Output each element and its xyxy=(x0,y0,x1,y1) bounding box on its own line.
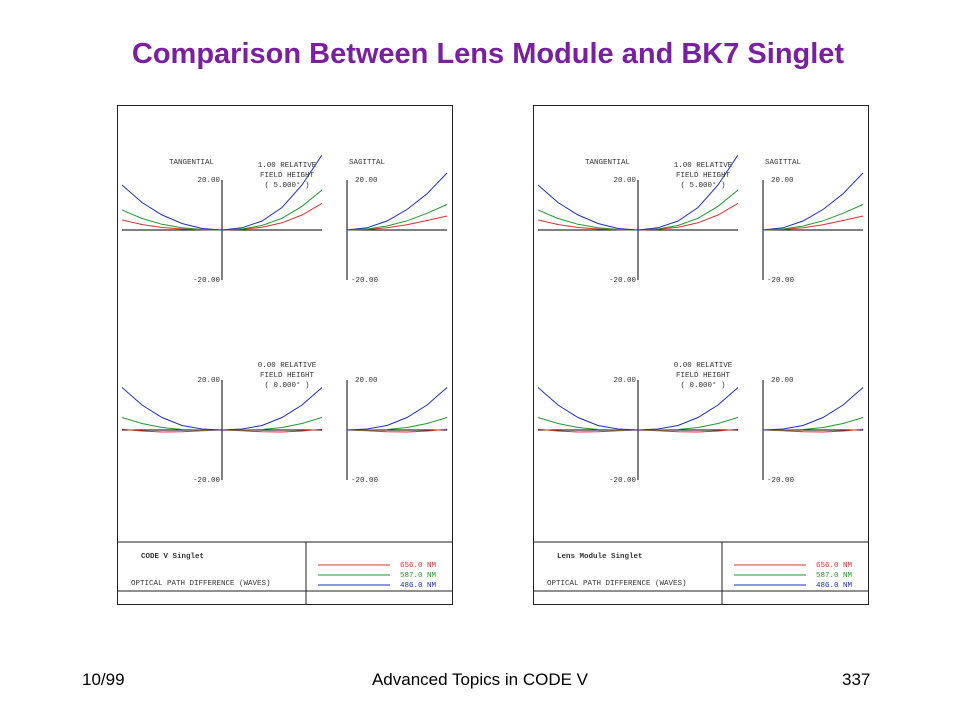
tangential-ytick-bottom: -20.00 xyxy=(609,277,637,285)
field-plot-0: TANGENTIAL SAGITTAL 20.00 -20.00 20.00 -20.00… xyxy=(538,154,864,285)
tangential-ytick-bottom: -20.00 xyxy=(609,477,637,485)
footer-date: 10/99 xyxy=(82,670,125,689)
lens-name: CODE V Singlet xyxy=(141,553,204,561)
field-label-line-1: FIELD HEIGHT xyxy=(260,172,315,180)
sagittal-ytick-top: 20.00 xyxy=(355,377,378,385)
sagittal-series-5870nm xyxy=(763,417,864,431)
sagittal-ytick-top: 20.00 xyxy=(355,177,378,185)
legend-label-4860nm: 486.0 NM xyxy=(816,582,853,590)
legend-label-6560nm: 656.0 NM xyxy=(816,562,853,570)
tangential-series-4860nm xyxy=(122,154,322,231)
sagittal-ytick-bottom: -20.00 xyxy=(351,277,379,285)
slide-title: Comparison Between Lens Module and BK7 S… xyxy=(131,38,845,70)
field-label-line-0: 1.00 RELATIVE xyxy=(258,162,317,170)
opd-caption: OPTICAL PATH DIFFERENCE (WAVES) xyxy=(131,580,271,588)
field-label-line-2: ( 5.000° ) xyxy=(264,181,309,190)
opd-caption: OPTICAL PATH DIFFERENCE (WAVES) xyxy=(547,580,687,588)
legend-label-4860nm: 486.0 NM xyxy=(400,582,437,590)
field-plot-0: TANGENTIAL SAGITTAL 20.00 -20.00 20.00 -20.00… xyxy=(122,154,448,285)
sagittal-series-4860nm xyxy=(762,172,864,231)
opd-panel-lens-module-singlet: TANGENTIAL SAGITTAL 20.00 -20.00 20.00 -20.00… xyxy=(533,105,869,605)
field-label-line-1: FIELD HEIGHT xyxy=(676,372,731,380)
field-label-line-1: FIELD HEIGHT xyxy=(260,372,315,380)
sagittal-label: SAGITTAL xyxy=(765,159,802,167)
sagittal-ytick-bottom: -20.00 xyxy=(767,477,795,485)
tangential-label: TANGENTIAL xyxy=(585,159,631,167)
field-label-line-2: ( 5.000° ) xyxy=(680,181,725,190)
tangential-ytick-bottom: -20.00 xyxy=(193,277,221,285)
sagittal-series-4860nm xyxy=(346,387,448,431)
sagittal-ytick-bottom: -20.00 xyxy=(767,277,795,285)
sagittal-ytick-top: 20.00 xyxy=(771,177,794,185)
legend-label-5870nm: 587.0 NM xyxy=(400,572,437,580)
sagittal-series-6560nm xyxy=(762,428,864,433)
opd-chart-svg: TANGENTIAL SAGITTAL 20.00 -20.00 20.00 -20.00… xyxy=(533,105,869,605)
tangential-label: TANGENTIAL xyxy=(169,159,215,167)
panel-border xyxy=(533,105,869,605)
sagittal-series-5870nm xyxy=(347,417,448,431)
tangential-series-4860nm xyxy=(538,154,738,231)
field-label-line-0: 0.00 RELATIVE xyxy=(674,362,733,370)
tangential-ytick-top: 20.00 xyxy=(613,177,636,185)
tangential-series-4860nm xyxy=(538,387,738,431)
field-label-line-2: ( 0.000° ) xyxy=(264,381,309,390)
tangential-ytick-top: 20.00 xyxy=(613,377,636,385)
tangential-ytick-top: 20.00 xyxy=(197,177,220,185)
field-plot-1: 20.00 -20.00 20.00 -20.00 0.00 RELATIVE FIELD… xyxy=(122,362,448,485)
tangential-ytick-bottom: -20.00 xyxy=(193,477,221,485)
tangential-series-4860nm xyxy=(122,387,322,431)
sagittal-series-5870nm xyxy=(346,204,448,231)
legend-label-6560nm: 656.0 NM xyxy=(400,562,437,570)
sagittal-series-4860nm xyxy=(762,387,864,431)
footer-page-number: 337 xyxy=(842,670,871,689)
footer-title: Advanced Topics in CODE V xyxy=(371,670,589,689)
opd-panel-codev-singlet: TANGENTIAL SAGITTAL 20.00 -20.00 20.00 -20.00… xyxy=(117,105,453,605)
field-label-line-2: ( 0.000° ) xyxy=(680,381,725,390)
sagittal-ytick-top: 20.00 xyxy=(771,377,794,385)
panel-border xyxy=(117,105,453,605)
legend-label-5870nm: 587.0 NM xyxy=(816,572,853,580)
sagittal-series-4860nm xyxy=(346,172,448,231)
tangential-ytick-top: 20.00 xyxy=(197,377,220,385)
legend-box: Lens Module Singlet OPTICAL PATH DIFFEREN… xyxy=(533,541,869,605)
lens-name: Lens Module Singlet xyxy=(557,553,643,561)
sagittal-ytick-bottom: -20.00 xyxy=(351,477,379,485)
field-plot-1: 20.00 -20.00 20.00 -20.00 0.00 RELATIVE FIELD… xyxy=(538,362,864,485)
field-label-line-1: FIELD HEIGHT xyxy=(676,172,731,180)
field-label-line-0: 1.00 RELATIVE xyxy=(674,162,733,170)
sagittal-label: SAGITTAL xyxy=(349,159,386,167)
opd-chart-svg: TANGENTIAL SAGITTAL 20.00 -20.00 20.00 -20.00… xyxy=(117,105,453,605)
sagittal-series-5870nm xyxy=(762,204,864,231)
field-label-line-0: 0.00 RELATIVE xyxy=(258,362,317,370)
sagittal-series-6560nm xyxy=(346,428,448,433)
legend-box: CODE V Singlet OPTICAL PATH DIFFERENCE (W… xyxy=(117,541,453,605)
